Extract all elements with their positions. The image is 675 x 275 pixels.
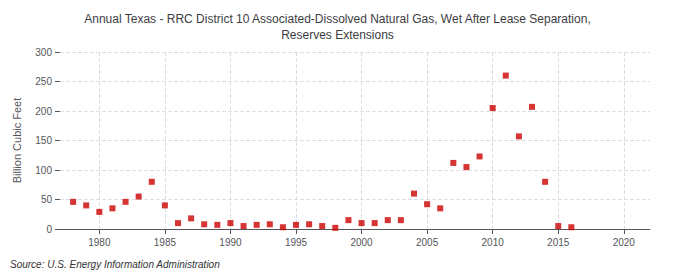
svg-text:Source: U.S. Energy Informatio: Source: U.S. Energy Information Administ… (10, 259, 220, 270)
svg-text:Billion Cubic Feet: Billion Cubic Feet (11, 98, 23, 184)
svg-text:300: 300 (35, 47, 52, 58)
svg-text:100: 100 (35, 165, 52, 176)
svg-text:2010: 2010 (482, 237, 505, 248)
svg-text:1995: 1995 (285, 237, 308, 248)
svg-text:Annual Texas - RRC District 10: Annual Texas - RRC District 10 Associate… (84, 12, 590, 26)
svg-text:1990: 1990 (219, 237, 242, 248)
svg-text:150: 150 (35, 135, 52, 146)
svg-text:2020: 2020 (613, 237, 636, 248)
svg-text:200: 200 (35, 106, 52, 117)
svg-text:2015: 2015 (547, 237, 570, 248)
svg-text:250: 250 (35, 76, 52, 87)
svg-text:50: 50 (41, 194, 53, 205)
svg-text:Reserves Extensions: Reserves Extensions (281, 28, 394, 42)
svg-text:2005: 2005 (416, 237, 439, 248)
svg-text:1980: 1980 (88, 237, 111, 248)
svg-text:0: 0 (46, 224, 52, 235)
svg-text:1985: 1985 (154, 237, 177, 248)
svg-text:2000: 2000 (350, 237, 373, 248)
